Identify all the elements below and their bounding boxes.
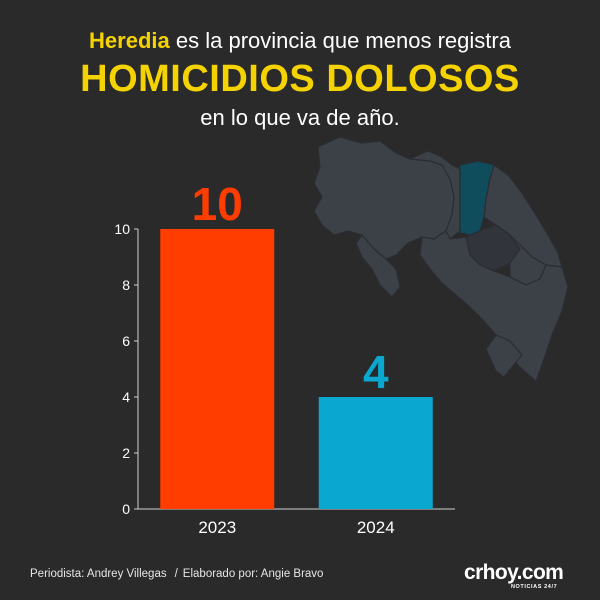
headline: Heredia es la provincia que menos regist…	[0, 26, 600, 132]
y-tick-label: 2	[122, 445, 130, 461]
headline-line-1-rest: es la provincia que menos registra	[169, 28, 511, 53]
bars	[160, 229, 433, 509]
y-tick-label: 6	[122, 333, 130, 349]
designer-credit: Elaborado por: Angie Bravo	[182, 568, 324, 580]
y-tick-label: 0	[122, 501, 130, 517]
x-tick-label: 2023	[198, 518, 236, 537]
credits: Periodista: Andrey Villegas / Elaborado po…	[30, 568, 323, 580]
credit-separator: /	[174, 568, 178, 580]
logo-name: crhoy.com	[464, 561, 564, 584]
costa-rica-map-icon	[313, 136, 569, 382]
x-tick-label: 2024	[357, 518, 395, 537]
value-label: 10	[192, 178, 243, 230]
map-region-nicoya	[355, 234, 401, 298]
y-tick-label: 10	[114, 221, 130, 237]
brand-logo: crhoy.com NOTICIAS 24/7	[464, 561, 564, 591]
journalist-credit: Periodista: Andrey Villegas	[30, 568, 167, 580]
headline-line-1: Heredia es la provincia que menos regist…	[0, 26, 600, 56]
map-region-puntarenas	[419, 230, 569, 382]
headline-main-title: HOMICIDIOS DOLOSOS	[80, 58, 520, 100]
bar-2023	[160, 229, 275, 509]
value-labels: 10 4	[192, 178, 389, 398]
y-tick-label: 4	[122, 389, 130, 405]
headline-line-3: en lo que va de año.	[200, 105, 400, 130]
y-tick-label: 8	[122, 277, 130, 293]
logo-tagline: NOTICIAS 24/7	[510, 584, 558, 590]
value-label: 4	[363, 346, 389, 398]
headline-highlight: Heredia	[89, 28, 170, 53]
bar-2024	[318, 397, 433, 509]
x-axis-labels: 2023 2024	[198, 518, 394, 537]
map-region-osa	[485, 334, 523, 378]
